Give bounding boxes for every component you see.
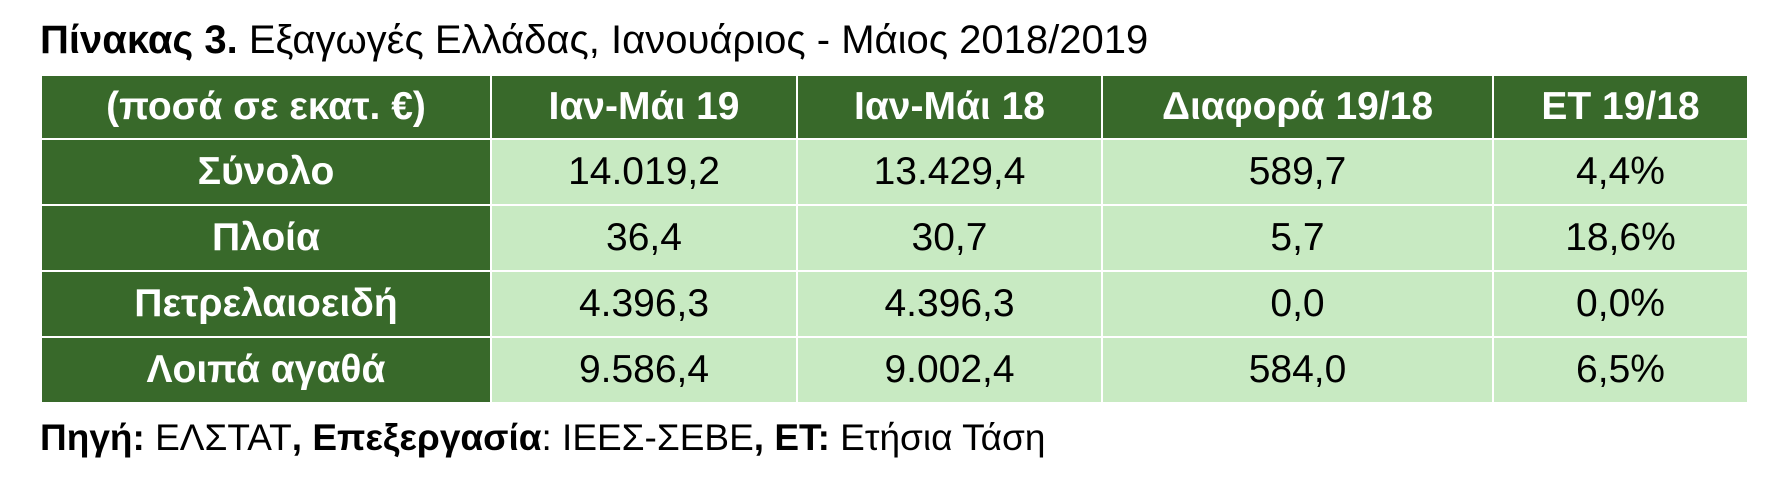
title-text: Εξαγωγές Ελλάδας, Ιανουάριος - Μάιος 201… <box>248 18 1149 62</box>
table-row: Πλοία 36,4 30,7 5,7 18,6% <box>40 204 1749 272</box>
value-cell: 18,6% <box>1492 204 1749 272</box>
value-cell: 0,0% <box>1492 270 1749 338</box>
row-label: Πετρελαιοειδή <box>40 270 492 338</box>
value-cell: 4,4% <box>1492 138 1749 206</box>
header-cell: (ποσά σε εκατ. €) <box>40 74 492 140</box>
value-cell: 9.586,4 <box>490 336 798 404</box>
source-label: Πηγή: <box>40 417 145 458</box>
source-text: ΕΛΣΤΑΤ <box>144 417 292 458</box>
table-row: Σύνολο 14.019,2 13.429,4 589,7 4,4% <box>40 138 1749 206</box>
header-cell: Διαφορά 19/18 <box>1101 74 1494 140</box>
header-cell: Ιαν-Μάι 19 <box>490 74 798 140</box>
table-row: Λοιπά αγαθά 9.586,4 9.002,4 584,0 6,5% <box>40 336 1749 404</box>
value-cell: 584,0 <box>1101 336 1494 404</box>
header-row: (ποσά σε εκατ. €) Ιαν-Μάι 19 Ιαν-Μάι 18 Δια… <box>40 74 1749 140</box>
table-title: Πίνακας 3. Εξαγωγές Ελλάδας, Ιανουάριος … <box>40 16 1148 64</box>
value-cell: 589,7 <box>1101 138 1494 206</box>
value-cell: 36,4 <box>490 204 798 272</box>
title-label: Πίνακας 3. <box>40 18 238 62</box>
value-cell: 14.019,2 <box>490 138 798 206</box>
data-table: (ποσά σε εκατ. €) Ιαν-Μάι 19 Ιαν-Μάι 18 Δια… <box>40 74 1749 404</box>
source-note: Πηγή: ΕΛΣΤΑΤ, Επεξεργασία: ΙΕΕΣ-ΣΕΒΕ, ΕΤ… <box>40 415 1045 461</box>
value-cell: 13.429,4 <box>796 138 1103 206</box>
value-cell: 4.396,3 <box>796 270 1103 338</box>
abbrev-text: Ετήσια Τάση <box>829 417 1046 458</box>
row-label: Λοιπά αγαθά <box>40 336 492 404</box>
header-cell: ΕΤ 19/18 <box>1492 74 1749 140</box>
processing-label: , Επεξεργασία <box>291 417 542 458</box>
table-row: Πετρελαιοειδή 4.396,3 4.396,3 0,0 0,0% <box>40 270 1749 338</box>
value-cell: 6,5% <box>1492 336 1749 404</box>
row-label: Σύνολο <box>40 138 492 206</box>
abbrev-label: , ΕΤ: <box>753 417 830 458</box>
value-cell: 5,7 <box>1101 204 1494 272</box>
header-cell: Ιαν-Μάι 18 <box>796 74 1103 140</box>
row-label: Πλοία <box>40 204 492 272</box>
processing-text: : ΙΕΕΣ-ΣΕΒΕ <box>541 417 754 458</box>
value-cell: 4.396,3 <box>490 270 798 338</box>
value-cell: 9.002,4 <box>796 336 1103 404</box>
value-cell: 0,0 <box>1101 270 1494 338</box>
value-cell: 30,7 <box>796 204 1103 272</box>
